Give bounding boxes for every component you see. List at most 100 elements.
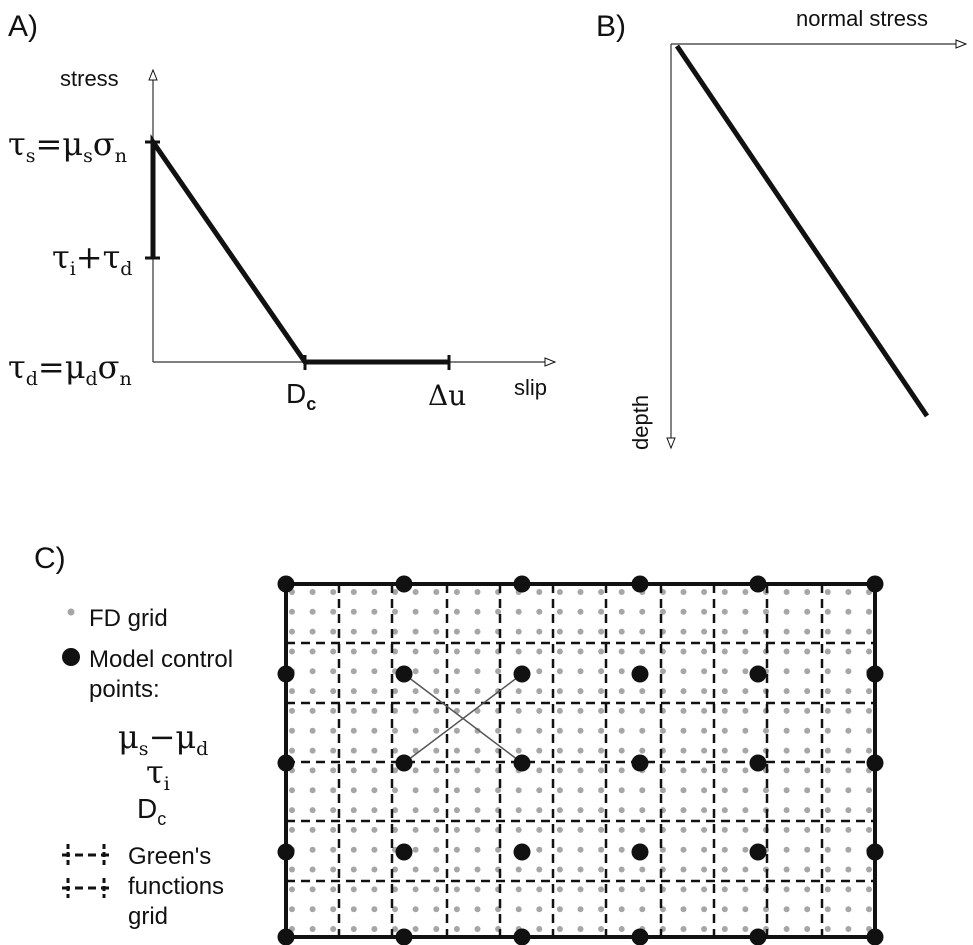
fd-grid-dot [330, 628, 337, 635]
fd-grid-dot [701, 668, 708, 675]
fd-grid-dot [866, 608, 872, 615]
fd-grid-dot [701, 648, 708, 655]
fd-grid-dot [577, 688, 584, 695]
fd-grid-dot [577, 608, 584, 615]
fd-grid-dot [515, 866, 522, 873]
fd-grid-dot [289, 608, 295, 615]
fd-grid-dot [804, 866, 811, 873]
fd-grid-dot [701, 886, 708, 893]
fd-grid-dot [392, 608, 398, 615]
fd-grid-dot [412, 589, 419, 595]
fd-grid-dot [659, 727, 666, 734]
fd-grid-dot [763, 787, 769, 794]
fd-grid-dot [824, 727, 831, 734]
fd-grid-dot [680, 826, 687, 833]
fd-grid-dot [433, 866, 440, 873]
control-point [395, 665, 413, 683]
fd-grid-dot [474, 727, 481, 734]
fd-grid-dot [556, 826, 563, 833]
fd-grid-dot [536, 846, 543, 853]
fd-grid-dot [742, 886, 749, 893]
fd-grid-dot [289, 727, 295, 734]
fd-grid-dot [536, 589, 543, 595]
fd-grid-dot [371, 767, 378, 774]
fd-grid-dot [783, 826, 790, 833]
fd-grid-dot [866, 707, 872, 714]
fd-grid-dot [556, 608, 563, 615]
control-point [749, 665, 767, 683]
fd-grid-dot [392, 767, 398, 774]
cross-line-2 [403, 673, 523, 764]
fd-grid-dot [804, 707, 811, 714]
fd-grid-dot [639, 807, 646, 814]
fd-grid-dot [309, 648, 316, 655]
fd-grid-dot [783, 648, 790, 655]
fd-grid-dot [701, 589, 708, 595]
fd-grid-dot [371, 787, 378, 794]
fd-grid-dot [866, 886, 872, 893]
fd-grid-dot [680, 589, 687, 595]
fd-grid-dot [433, 926, 440, 932]
fd-grid-dot [371, 886, 378, 893]
fd-grid-dot [824, 688, 831, 695]
fd-grid-dot [536, 767, 543, 774]
fd-grid-dot [577, 807, 584, 814]
panel-b: B) normal stress depth [596, 6, 966, 450]
fd-grid-dot [845, 628, 852, 635]
control-point [866, 575, 884, 593]
fd-grid-dot [598, 707, 605, 714]
fd-grid-dot [824, 826, 831, 833]
control-point [749, 843, 767, 861]
fd-grid-dot [598, 727, 605, 734]
control-point [631, 665, 649, 683]
fd-grid-dot [845, 589, 852, 595]
fd-grid-dot [309, 807, 316, 814]
fd-grid-dot [845, 688, 852, 695]
fd-grid-dot [639, 688, 646, 695]
fd-grid-dot [639, 787, 646, 794]
fd-grid-dot [474, 886, 481, 893]
fd-grid-dot [392, 866, 398, 873]
fd-grid-dot [680, 866, 687, 873]
fd-grid-dot [453, 589, 460, 595]
fd-grid-dot [742, 807, 749, 814]
fd-grid-dot [618, 688, 625, 695]
fd-grid-dot [433, 688, 440, 695]
fd-grid-dot [618, 707, 625, 714]
fd-grid-dot [639, 707, 646, 714]
fd-grid-dot [577, 866, 584, 873]
control-point [277, 843, 295, 861]
fd-grid-dot [824, 628, 831, 635]
control-point [513, 928, 531, 945]
fd-grid-dot [721, 886, 728, 893]
fd-grid-dot [350, 826, 357, 833]
fd-grid-dot [453, 668, 460, 675]
fd-grid-dot [639, 906, 646, 913]
fd-grid-dot [659, 787, 666, 794]
fd-grid-dot [804, 628, 811, 635]
fd-grid-dot [680, 807, 687, 814]
fd-grid-dot [783, 906, 790, 913]
fd-grid-dot [412, 866, 419, 873]
control-point [277, 928, 295, 945]
control-point [513, 665, 531, 683]
fd-grid-dot [453, 787, 460, 794]
fd-grid-dot [289, 807, 295, 814]
legend-green-line2: functions [128, 873, 224, 900]
fd-grid-dot [721, 727, 728, 734]
fd-grid-dot [289, 826, 295, 833]
fd-grid-dot [350, 886, 357, 893]
fd-grid-dot [721, 787, 728, 794]
fd-grid-dot [804, 767, 811, 774]
fd-grid-dot [453, 608, 460, 615]
fd-grid-dot [804, 787, 811, 794]
panel-a: A) stress slip τs=μsσn τi+τd τd=μdσn Dc … [8, 10, 555, 414]
fd-grid-dot [804, 846, 811, 853]
fd-grid-dot [330, 807, 337, 814]
fd-grid-dot [309, 747, 316, 754]
fd-grid-dot [453, 648, 460, 655]
fd-grid-dot [742, 747, 749, 754]
fd-grid-dot [783, 608, 790, 615]
fd-grid-dot [392, 727, 398, 734]
fd-grid-dot [330, 886, 337, 893]
